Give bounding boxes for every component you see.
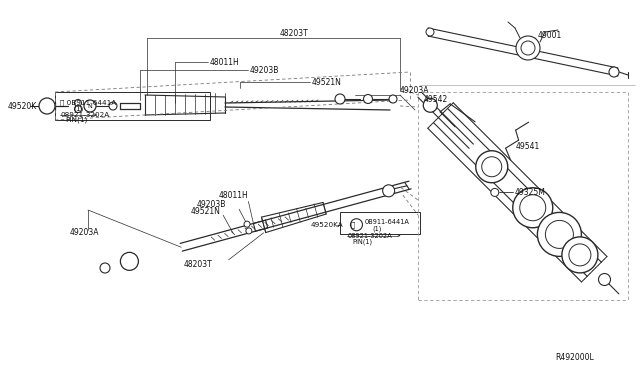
Text: 49203B: 49203B [250, 65, 280, 74]
Text: Ⓝ: Ⓝ [350, 221, 355, 228]
Circle shape [513, 188, 553, 228]
Circle shape [74, 99, 81, 106]
Circle shape [351, 219, 362, 231]
Circle shape [74, 106, 81, 112]
Text: 49521N: 49521N [312, 77, 342, 87]
Circle shape [545, 220, 573, 248]
Text: Ⓝ 0B911-6441A: Ⓝ 0B911-6441A [60, 100, 116, 106]
Circle shape [100, 263, 110, 273]
Text: 49325M: 49325M [515, 188, 546, 197]
Text: 49203A: 49203A [70, 228, 99, 237]
Circle shape [120, 252, 138, 270]
Text: 49521N: 49521N [191, 206, 221, 216]
Text: PIN(1): PIN(1) [65, 117, 87, 123]
Circle shape [84, 100, 96, 112]
Circle shape [364, 94, 372, 103]
Bar [55, 92, 210, 120]
Text: 49203B: 49203B [197, 200, 227, 209]
Text: 49520K-: 49520K- [8, 102, 39, 110]
Text: 49541: 49541 [516, 142, 540, 151]
Text: 49542: 49542 [423, 95, 447, 105]
Circle shape [520, 195, 546, 221]
Circle shape [569, 244, 591, 266]
Circle shape [244, 221, 250, 227]
Circle shape [423, 98, 437, 112]
Text: 49001: 49001 [538, 31, 563, 39]
Text: (1): (1) [73, 106, 83, 112]
Circle shape [609, 67, 619, 77]
Text: 49203A: 49203A [400, 86, 429, 94]
Circle shape [491, 188, 499, 196]
Text: R492000L: R492000L [555, 353, 594, 362]
Circle shape [598, 273, 611, 285]
Text: 49520KA: 49520KA [310, 222, 343, 228]
Circle shape [109, 102, 117, 110]
Circle shape [383, 185, 395, 197]
Circle shape [476, 151, 508, 183]
Text: 08921-3202A: 08921-3202A [348, 233, 392, 239]
Bar [340, 212, 420, 234]
Circle shape [426, 28, 434, 36]
Circle shape [335, 94, 345, 104]
Text: 48203T: 48203T [280, 29, 308, 38]
Circle shape [246, 228, 252, 234]
Circle shape [538, 212, 581, 256]
Text: 0B911-6441A: 0B911-6441A [364, 219, 410, 225]
Text: 48011H: 48011H [218, 191, 248, 200]
Text: 08921-3202A: 08921-3202A [60, 112, 109, 118]
Circle shape [482, 157, 502, 177]
Text: (1): (1) [372, 225, 382, 232]
Circle shape [521, 41, 535, 55]
Text: 48011H: 48011H [210, 58, 240, 67]
Text: PIN(1): PIN(1) [353, 238, 372, 245]
Circle shape [562, 237, 598, 273]
Circle shape [39, 98, 55, 114]
Text: 48203T: 48203T [184, 260, 212, 269]
Circle shape [516, 36, 540, 60]
Circle shape [389, 95, 397, 103]
Text: N: N [88, 103, 92, 109]
